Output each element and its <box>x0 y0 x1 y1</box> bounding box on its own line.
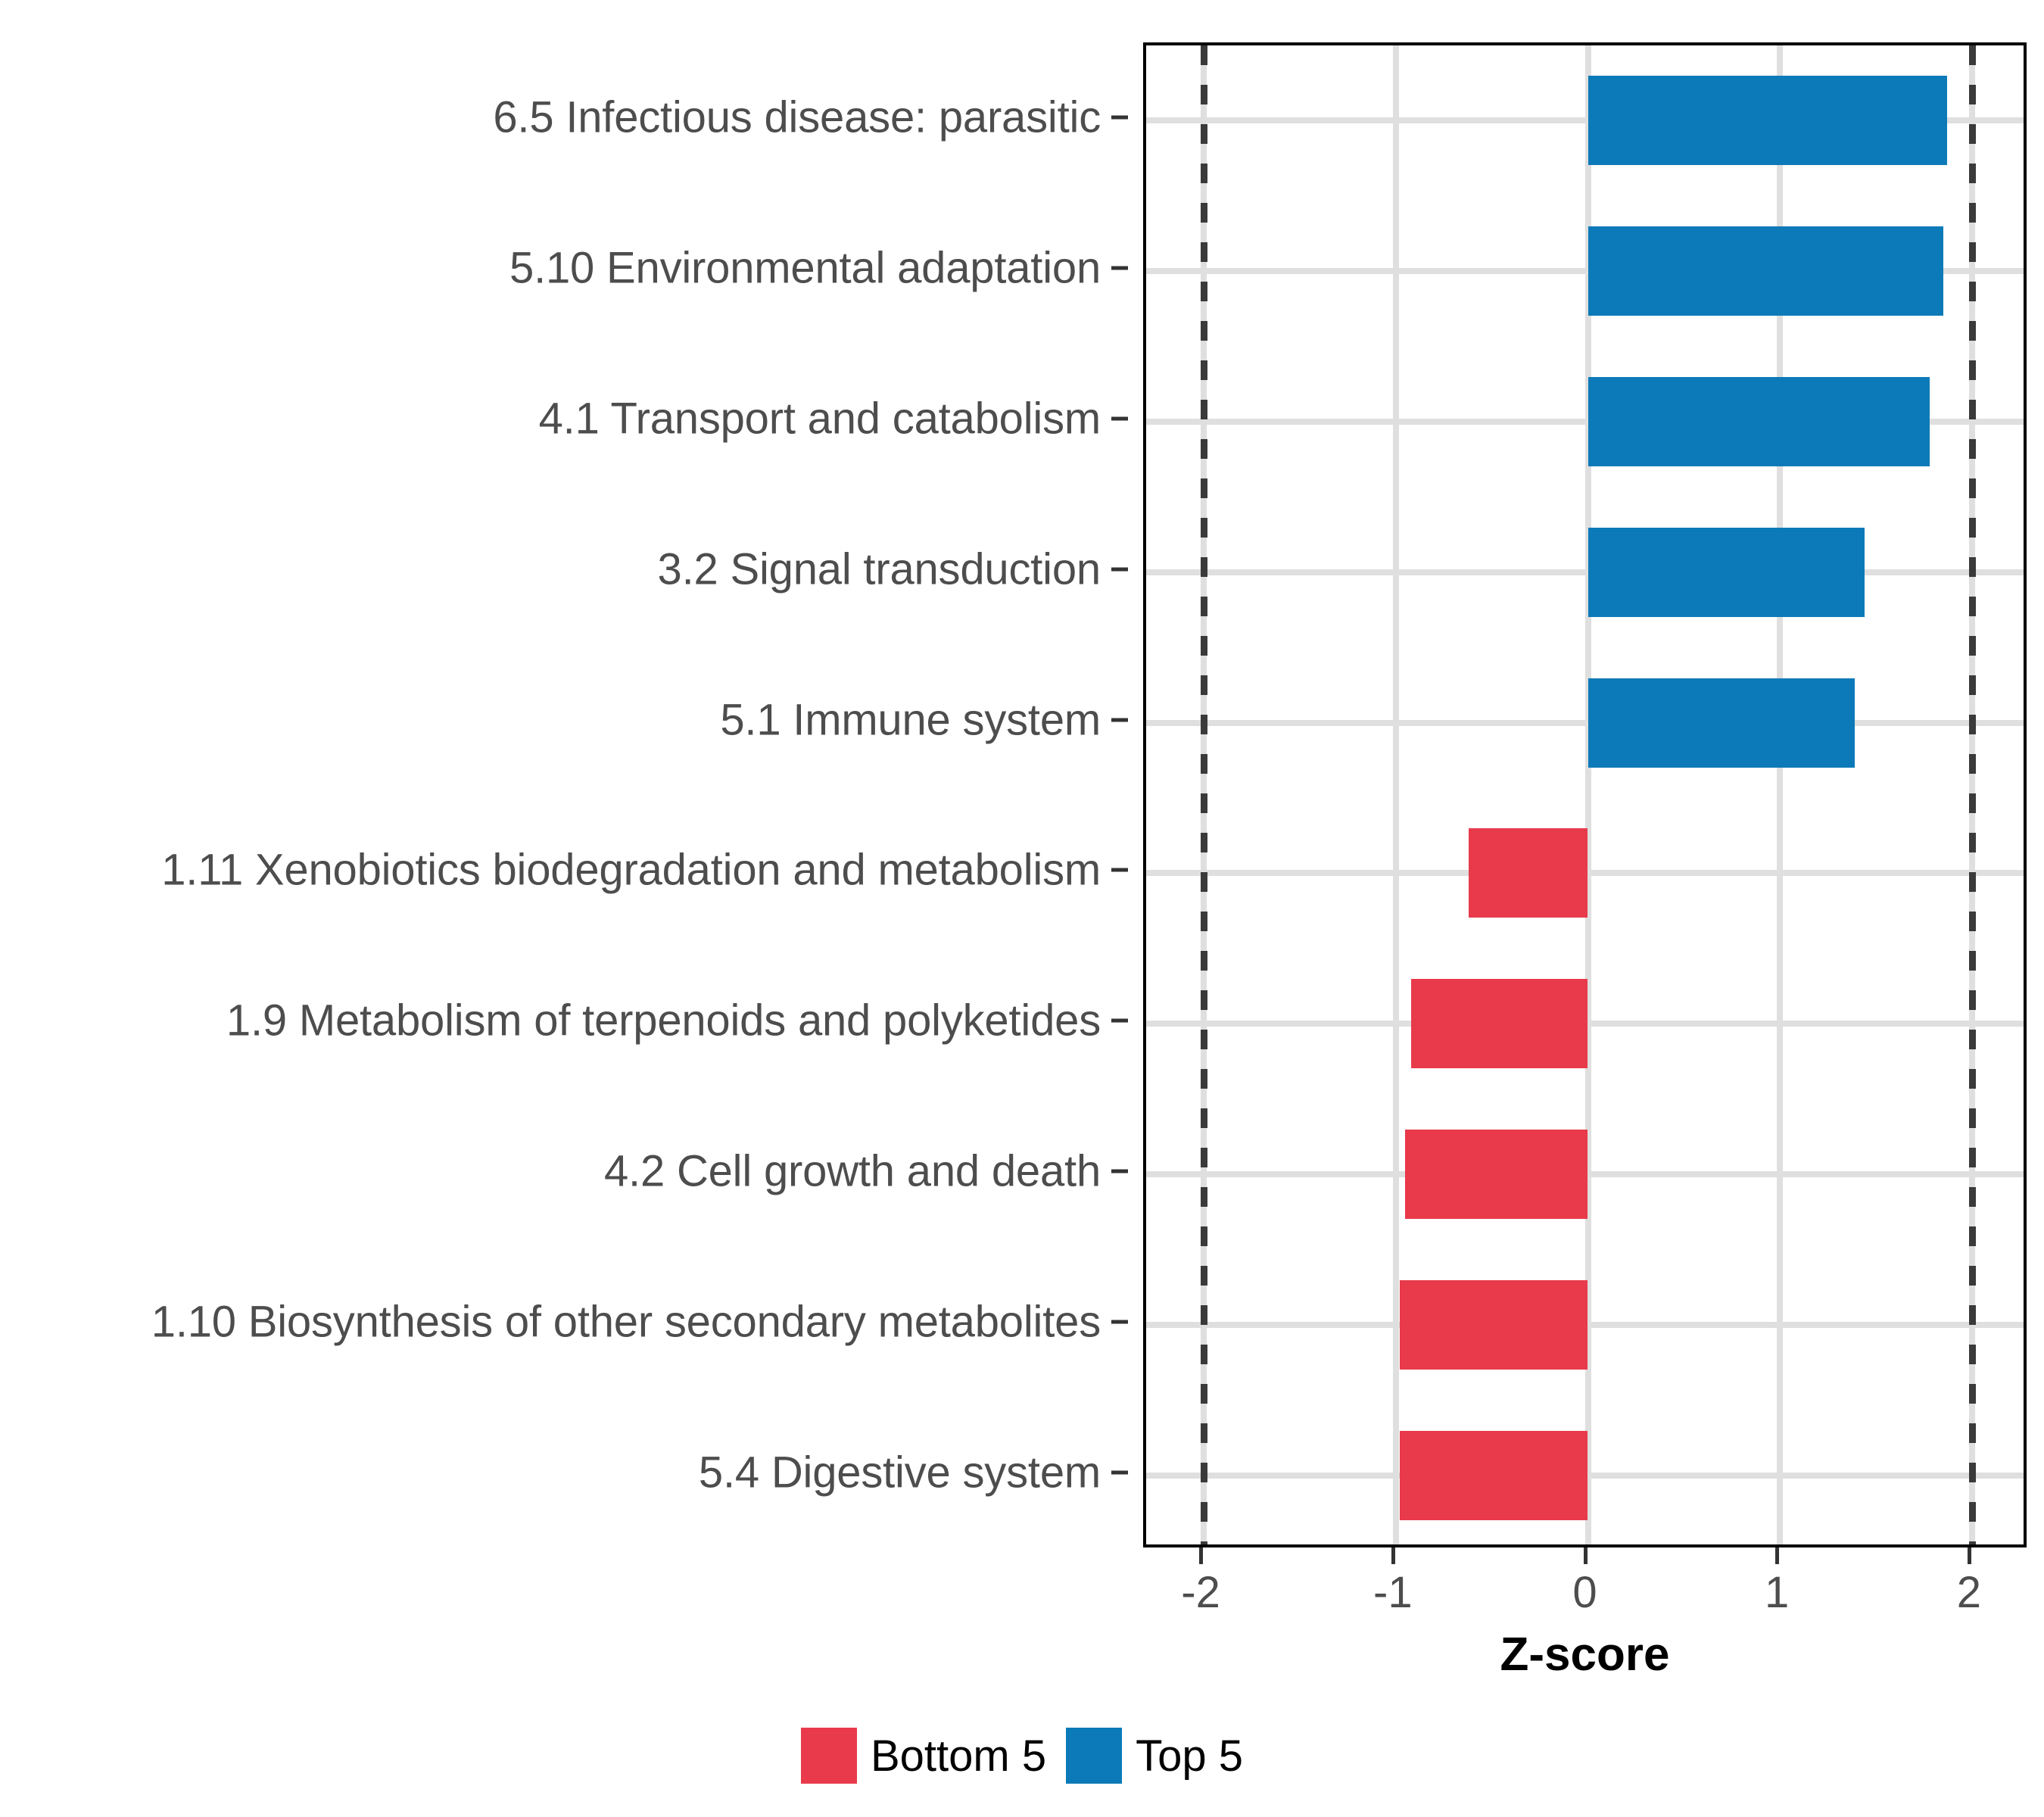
bar <box>1399 1279 1588 1370</box>
y-tick-mark <box>1111 868 1128 872</box>
legend-swatch <box>1066 1728 1123 1784</box>
y-tick-label: 5.10 Environmental adaptation <box>509 243 1101 293</box>
legend-item[interactable]: Bottom 5 <box>800 1728 1047 1784</box>
y-tick-mark <box>1111 115 1128 120</box>
x-tick-mark <box>1775 1547 1780 1564</box>
legend-item[interactable]: Top 5 <box>1066 1728 1243 1784</box>
gridline-horizontal <box>1146 117 2024 124</box>
y-tick-mark <box>1111 266 1128 270</box>
y-tick-mark <box>1111 718 1128 722</box>
chart-legend: Bottom 5 Top 5 <box>0 1728 2044 1784</box>
x-tick-label: -2 <box>1181 1568 1220 1617</box>
y-tick-label: 4.2 Cell growth and death <box>604 1146 1101 1196</box>
bar <box>1588 527 1865 617</box>
y-axis: 6.5 Infectious disease: parasitic 5.10 En… <box>0 42 1128 1547</box>
legend-label: Top 5 <box>1136 1731 1243 1781</box>
x-tick-mark <box>1391 1547 1395 1564</box>
y-tick-mark <box>1111 1320 1128 1324</box>
x-tick-mark <box>1199 1547 1204 1564</box>
gridline-vertical <box>1392 45 1399 1544</box>
bar <box>1399 1430 1588 1520</box>
gridline-vertical <box>1777 45 1784 1544</box>
x-tick-label: 1 <box>1765 1568 1790 1617</box>
y-tick-label: 4.1 Transport and catabolism <box>538 394 1101 444</box>
y-tick-mark <box>1111 1018 1128 1023</box>
bar <box>1588 226 1943 316</box>
y-tick-mark <box>1111 567 1128 572</box>
bar <box>1411 979 1588 1069</box>
gridline-horizontal <box>1146 268 2024 275</box>
y-tick-mark <box>1111 1470 1128 1475</box>
y-tick-label: 1.10 Biosynthesis of other secondary met… <box>151 1297 1101 1347</box>
y-tick-label: 6.5 Infectious disease: parasitic <box>493 92 1101 142</box>
plot-panel <box>1143 42 2027 1547</box>
reference-line <box>1968 45 1976 1544</box>
gridline-horizontal <box>1146 419 2024 425</box>
bar <box>1469 828 1588 918</box>
y-tick-label: 5.1 Immune system <box>720 695 1101 745</box>
x-tick-label: 2 <box>1956 1568 1982 1617</box>
x-axis: -2 -1 0 1 2 <box>1143 1547 2027 1638</box>
reference-line <box>1201 45 1208 1544</box>
x-tick-label: 0 <box>1572 1568 1597 1617</box>
y-tick-label: 3.2 Signal transduction <box>657 544 1101 594</box>
y-tick-label: 1.9 Metabolism of terpenoids and polyket… <box>226 996 1101 1046</box>
y-tick-label: 1.11 Xenobiotics biodegradation and meta… <box>161 845 1101 895</box>
y-tick-label: 5.4 Digestive system <box>698 1448 1101 1498</box>
gridline-horizontal <box>1146 719 2024 726</box>
bar <box>1588 678 1855 768</box>
x-tick-mark <box>1967 1547 1971 1564</box>
bar <box>1405 1130 1588 1219</box>
legend-label: Bottom 5 <box>870 1731 1047 1781</box>
bar <box>1588 377 1930 466</box>
x-axis-title: Z-score <box>1500 1628 1670 1681</box>
gridline-vertical <box>1584 45 1591 1544</box>
y-tick-mark <box>1111 1169 1128 1173</box>
x-tick-mark <box>1583 1547 1588 1564</box>
x-tick-label: -1 <box>1373 1568 1413 1617</box>
legend-swatch <box>800 1728 857 1784</box>
gridline-horizontal <box>1146 569 2024 575</box>
y-tick-mark <box>1111 416 1128 421</box>
bar <box>1588 76 1947 166</box>
